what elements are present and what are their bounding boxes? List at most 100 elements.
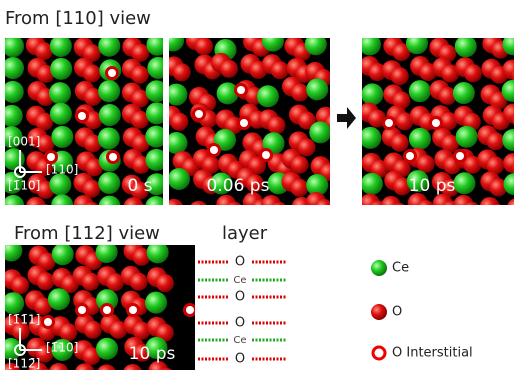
o-atom — [195, 37, 213, 55]
o-atom — [463, 202, 481, 220]
ce-atom — [52, 243, 74, 265]
time-label: 10 ps — [409, 176, 456, 196]
section-title: From [110] view — [5, 8, 151, 29]
ce-atom — [168, 168, 190, 190]
layer-label: Ce — [233, 275, 246, 286]
figure: From [110] view From [112] view layer [0… — [0, 0, 517, 371]
ce-atom — [166, 132, 188, 154]
o-interstitial — [78, 306, 86, 314]
ce-atom — [96, 338, 118, 360]
ce-atom — [147, 241, 169, 263]
ce-atom — [306, 78, 328, 100]
o-interstitial — [195, 110, 203, 118]
ce-atom — [49, 82, 71, 104]
o-interstitial — [432, 119, 440, 127]
o-atom — [189, 201, 209, 221]
ce-atom — [99, 104, 121, 126]
ce-atom — [51, 126, 73, 148]
ce-atom — [257, 85, 279, 107]
time-label: 0 s — [127, 176, 152, 196]
o-atom — [391, 67, 409, 85]
ce-atom — [409, 80, 431, 102]
ce-atom — [146, 102, 168, 124]
layer-label: O — [235, 352, 245, 367]
ce-atom — [262, 30, 284, 52]
ce-atom — [147, 57, 169, 79]
o-interstitial — [210, 146, 218, 154]
axis-label: [1̄10] — [8, 179, 40, 193]
o-atom — [301, 204, 319, 222]
ce-atom — [2, 292, 24, 314]
axis-label: [001] — [8, 135, 40, 149]
o-interstitial — [456, 152, 464, 160]
o-atom — [315, 199, 333, 217]
o-atom — [391, 134, 409, 152]
ce-atom — [359, 34, 381, 56]
ce-atom — [309, 121, 331, 143]
ce-atom — [98, 172, 120, 194]
o-interstitial — [44, 318, 52, 326]
ce-atom — [49, 174, 71, 196]
o-atom — [59, 323, 77, 341]
ce-atom — [409, 128, 431, 150]
o-interstitial — [262, 151, 270, 159]
o-atom — [390, 203, 408, 221]
o-atom — [173, 63, 191, 81]
o-interstitial — [186, 306, 194, 314]
ce-atom — [453, 172, 475, 194]
o-atom — [487, 132, 505, 150]
ce-atom — [145, 126, 167, 148]
time-label: 10 ps — [129, 344, 176, 364]
ce-atom — [50, 58, 72, 80]
ce-atom — [456, 126, 478, 148]
o-interstitial — [240, 119, 248, 127]
axis-label: [110] — [46, 163, 78, 177]
o-atom — [225, 202, 243, 220]
legend-marker — [373, 347, 385, 359]
o-atom — [291, 156, 309, 174]
ce-atom — [162, 29, 184, 51]
section-title: From [112] view — [14, 223, 160, 244]
o-atom — [271, 61, 289, 79]
ce-atom — [96, 241, 118, 263]
o-atom — [417, 155, 435, 173]
ce-atom — [98, 35, 120, 57]
ce-atom — [145, 149, 167, 171]
o-atom — [261, 195, 281, 215]
ce-atom — [2, 81, 24, 103]
ce-atom — [359, 127, 381, 149]
o-atom — [164, 199, 184, 219]
ce-atom — [165, 84, 187, 106]
o-atom — [132, 204, 150, 222]
ce-atom — [48, 288, 70, 310]
o-interstitial — [108, 69, 116, 77]
o-atom — [298, 138, 316, 156]
ce-atom — [50, 35, 72, 57]
layer-label: O — [235, 255, 245, 270]
legend-label: Ce — [392, 261, 409, 276]
o-atom — [489, 204, 507, 222]
o-atom — [82, 273, 100, 291]
ce-atom — [361, 83, 383, 105]
o-atom — [198, 208, 216, 226]
o-atom — [267, 116, 285, 134]
o-interstitial — [406, 152, 414, 160]
o-atom — [84, 321, 102, 339]
ce-atom — [2, 57, 24, 79]
o-atom — [35, 204, 53, 222]
legend-label: O — [392, 305, 402, 320]
axis-label: [112̄] — [8, 357, 40, 371]
ce-atom — [99, 196, 121, 218]
ce-atom — [361, 173, 383, 195]
ce-atom — [2, 35, 24, 57]
o-atom — [130, 273, 148, 291]
ce-atom — [305, 33, 327, 55]
o-atom — [291, 84, 309, 102]
o-atom — [36, 272, 54, 290]
o-atom — [26, 197, 46, 217]
o-interstitial — [385, 119, 393, 127]
legend-marker — [371, 304, 387, 320]
legend-marker — [371, 260, 387, 276]
ce-atom — [146, 80, 168, 102]
o-interstitial — [109, 153, 117, 161]
